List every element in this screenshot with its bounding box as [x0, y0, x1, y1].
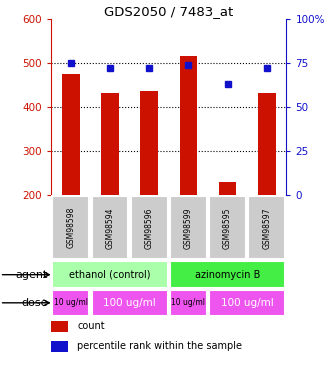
Bar [170, 261, 285, 288]
Text: GSM98596: GSM98596 [145, 207, 154, 249]
Bar [92, 196, 128, 260]
Text: count: count [77, 321, 105, 332]
Bar [101, 93, 119, 195]
Title: GDS2050 / 7483_at: GDS2050 / 7483_at [104, 4, 233, 18]
Bar [51, 321, 68, 332]
Text: 100 ug/ml: 100 ug/ml [221, 298, 273, 308]
Bar [53, 290, 89, 316]
Text: GSM98597: GSM98597 [262, 207, 271, 249]
Bar [258, 93, 275, 195]
Text: 10 ug/ml: 10 ug/ml [171, 298, 206, 307]
Text: ethanol (control): ethanol (control) [69, 270, 151, 280]
Text: 100 ug/ml: 100 ug/ml [103, 298, 156, 308]
Text: GSM98598: GSM98598 [67, 207, 75, 249]
Bar [180, 56, 197, 195]
Text: percentile rank within the sample: percentile rank within the sample [77, 341, 242, 351]
Text: agent: agent [16, 270, 48, 280]
Text: GSM98599: GSM98599 [184, 207, 193, 249]
Bar [131, 196, 167, 260]
Bar [62, 74, 80, 195]
Bar [170, 196, 207, 260]
Bar [51, 340, 68, 351]
Bar [53, 261, 167, 288]
Bar [209, 290, 285, 316]
Text: GSM98595: GSM98595 [223, 207, 232, 249]
Bar [170, 290, 207, 316]
Bar [209, 196, 246, 260]
Bar [53, 196, 89, 260]
Text: 10 ug/ml: 10 ug/ml [54, 298, 88, 307]
Bar [140, 92, 158, 195]
Bar [219, 182, 236, 195]
Bar [248, 196, 285, 260]
Text: GSM98594: GSM98594 [106, 207, 115, 249]
Text: dose: dose [22, 298, 48, 308]
Text: azinomycin B: azinomycin B [195, 270, 260, 280]
Bar [92, 290, 167, 316]
